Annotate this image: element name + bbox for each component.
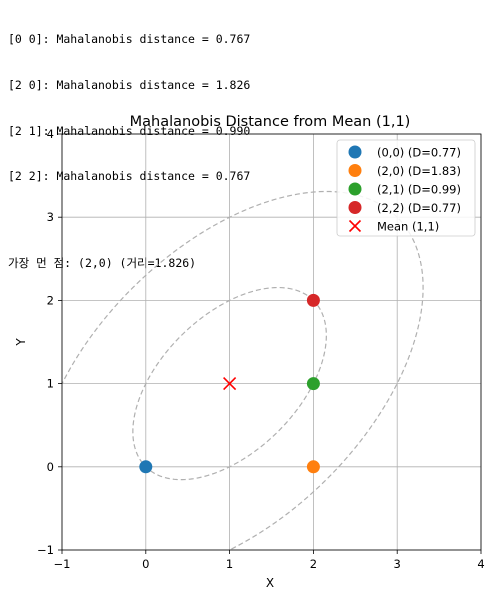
y-tick-label: 4 — [47, 127, 54, 141]
chart-title: Mahalanobis Distance from Mean (1,1) — [130, 114, 411, 130]
x-tick-label: 1 — [226, 557, 233, 571]
y-tick-label: 1 — [47, 377, 54, 391]
x-tick-label: 4 — [477, 557, 484, 571]
legend-label: (2,0) (D=1.83) — [377, 164, 461, 178]
console-line: [2 0]: Mahalanobis distance = 1.826 — [8, 78, 251, 93]
y-tick-label: 2 — [47, 293, 54, 307]
y-tick-label: 3 — [47, 210, 54, 224]
data-point — [306, 377, 320, 391]
y-tick-label: −1 — [37, 543, 54, 557]
x-tick-label: 3 — [394, 557, 401, 571]
legend-marker — [348, 182, 362, 196]
console-summary: 가장 먼 점: (2,0) (거리=1.826) — [8, 256, 197, 271]
x-tick-label: 0 — [142, 557, 149, 571]
legend-label: (2,1) (D=0.99) — [377, 183, 461, 197]
legend-marker — [348, 219, 362, 233]
console-output: [0 0]: Mahalanobis distance = 0.767 [2 0… — [8, 2, 250, 287]
data-point — [306, 460, 320, 474]
console-line: [2 2]: Mahalanobis distance = 0.767 — [8, 169, 251, 184]
data-point — [306, 293, 320, 307]
y-axis-label: Y — [14, 338, 28, 347]
mahalanobis-contour — [62, 190, 424, 550]
legend-marker — [348, 145, 362, 159]
data-point — [139, 460, 153, 474]
y-tick-label: 0 — [47, 460, 54, 474]
legend-label: (0,0) (D=0.77) — [377, 146, 461, 160]
mean-marker — [223, 377, 237, 391]
plot-frame — [61, 133, 482, 551]
x-axis-label: X — [266, 576, 274, 590]
x-tick-label: −1 — [54, 557, 71, 571]
legend-marker — [348, 164, 362, 177]
console-line: [0 0]: Mahalanobis distance = 0.767 — [8, 32, 251, 47]
legend-label: (2,2) (D=0.77) — [377, 201, 461, 215]
legend-box — [336, 139, 476, 237]
x-tick-label: 2 — [310, 557, 317, 571]
legend-label: Mean (1,1) — [377, 220, 439, 234]
legend-marker — [348, 201, 362, 214]
